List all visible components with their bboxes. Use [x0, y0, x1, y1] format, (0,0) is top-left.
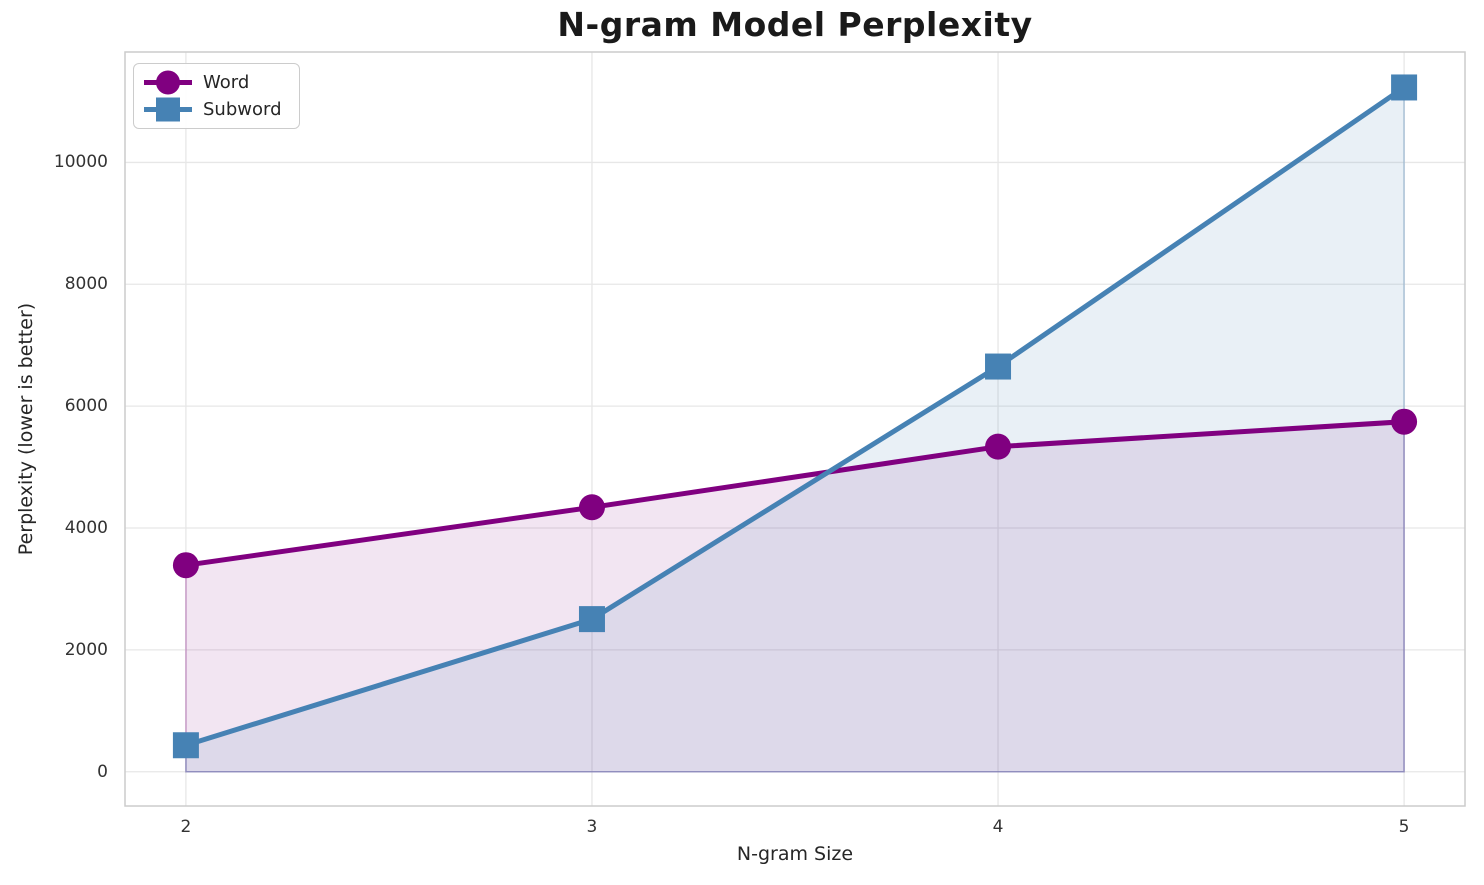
plot-border: [124, 51, 1466, 807]
marker-circle-word: [1391, 408, 1418, 435]
x-tick-label: 5: [1398, 817, 1410, 837]
x-tick-label: 3: [586, 817, 598, 837]
legend-label-subword: Subword: [203, 99, 282, 120]
word-line-circle-icon: [144, 70, 192, 95]
subword-line-square-icon: [144, 97, 192, 122]
line-word: [183, 419, 1407, 568]
marker-circle-word: [578, 494, 605, 521]
marker-square-subword: [1391, 74, 1418, 101]
y-tick-label: 0: [97, 761, 108, 782]
y-tick-label: 4000: [64, 518, 108, 539]
x-axis-label: N-gram Size: [736, 843, 854, 865]
marker-circle-word: [985, 433, 1012, 460]
legend-label-word: Word: [203, 72, 250, 93]
legend: Word Subword: [133, 63, 300, 129]
y-tick-label: 8000: [64, 274, 108, 295]
marker-circle-word: [172, 552, 199, 579]
x-tick-label: 2: [180, 817, 192, 837]
marker-square-subword: [172, 732, 199, 759]
y-tick-label: 6000: [64, 396, 108, 417]
x-tick-label: 4: [992, 817, 1004, 837]
line-subword: [183, 84, 1407, 748]
legend-item-subword: Subword: [142, 96, 293, 123]
marker-square-subword: [985, 353, 1012, 380]
y-tick-label: 10000: [53, 152, 108, 173]
marker-square-subword: [578, 606, 605, 633]
y-tick-label: 2000: [64, 639, 108, 660]
chart-title: N-gram Model Perplexity: [557, 5, 1033, 44]
legend-item-word: Word: [142, 69, 293, 96]
